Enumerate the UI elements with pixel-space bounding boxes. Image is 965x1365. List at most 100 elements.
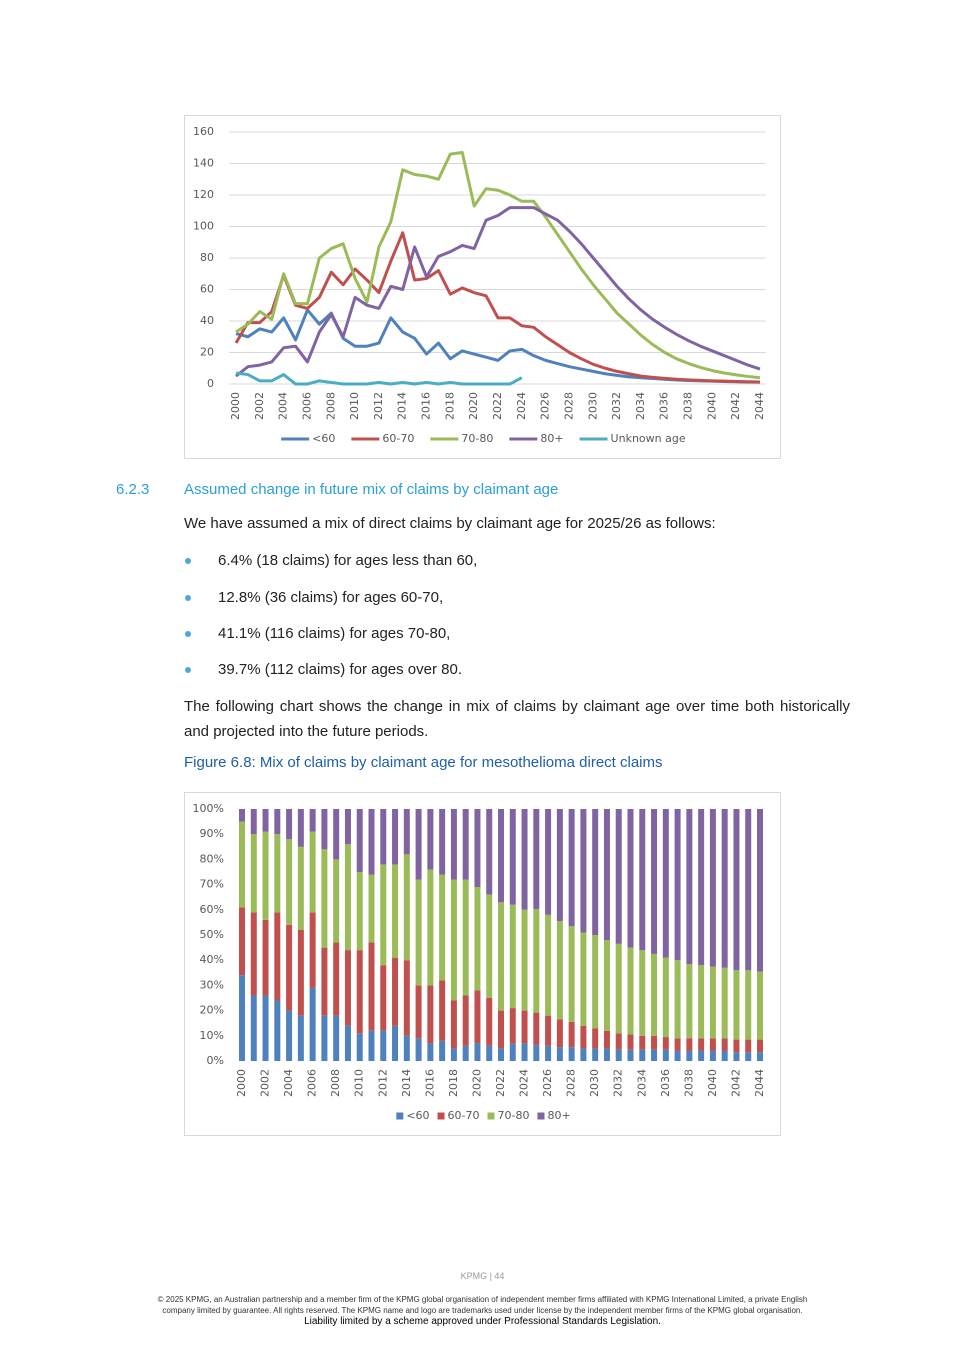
bar-segment — [615, 943, 622, 1034]
bar-segment — [592, 935, 599, 1029]
bar-segment — [368, 942, 375, 1031]
bar-segment — [474, 1043, 481, 1061]
bar-segment — [498, 902, 504, 1011]
bar-segment — [721, 1050, 728, 1061]
legend-label: 80+ — [540, 432, 563, 445]
bar-segment — [627, 947, 634, 1035]
bar-segment — [486, 894, 493, 998]
bullet-dot — [185, 558, 191, 564]
line — [234, 231, 761, 384]
legend-label: 60-70 — [382, 432, 414, 445]
bar-segment — [309, 987, 316, 1061]
bar-segment — [556, 1019, 563, 1048]
x-tick-label: 2012 — [372, 392, 385, 420]
bar-segment — [698, 1038, 705, 1051]
bar-segment — [450, 1000, 457, 1049]
bar-segment — [709, 966, 716, 1039]
x-tick-label: 2032 — [610, 392, 623, 420]
bar-segment — [580, 932, 587, 1026]
bar-segment — [533, 1044, 540, 1061]
y-tick-label: 100% — [193, 802, 224, 815]
bar-segment — [286, 924, 293, 1011]
section-heading: Assumed change in future mix of claims b… — [184, 481, 559, 498]
bar-segment — [651, 953, 658, 1036]
bar-segment — [603, 809, 610, 941]
bar-segment — [651, 809, 658, 954]
bar-segment — [380, 864, 387, 966]
x-tick-label: 2026 — [541, 1069, 554, 1097]
y-tick-label: 0 — [207, 377, 214, 390]
x-tick-label: 2036 — [659, 1069, 672, 1097]
bar-segment — [368, 874, 375, 943]
bar-segment — [733, 809, 740, 971]
bullet: 6.4% (18 claims) for ages less than 60, — [218, 552, 478, 569]
bar-segment — [333, 809, 340, 860]
x-tick-label: 2012 — [376, 1069, 389, 1097]
bar-segment — [745, 1052, 752, 1061]
bar-segment — [603, 940, 610, 1031]
bar-segment — [662, 1049, 669, 1061]
bar-segment — [568, 1021, 575, 1048]
x-tick-label: 2000 — [229, 392, 242, 420]
bar-segment — [439, 980, 446, 1041]
line — [235, 206, 761, 378]
bar-segment — [274, 834, 281, 913]
bar-segment — [568, 809, 575, 927]
bar-segment — [297, 929, 304, 1016]
x-tick-label: 2002 — [259, 1069, 272, 1097]
bar-segment — [333, 1015, 340, 1061]
x-tick-label: 2010 — [348, 392, 361, 420]
x-tick-label: 2022 — [491, 392, 504, 420]
bar-segment — [674, 809, 681, 961]
bar-segment — [733, 1039, 740, 1053]
bar-segment — [380, 1030, 387, 1061]
bar-segment — [533, 1012, 540, 1045]
bar-segment — [380, 965, 387, 1031]
bar-segment — [686, 1050, 693, 1061]
bar-segment — [392, 1025, 399, 1061]
bar-segment — [639, 950, 646, 1036]
bar-segment — [757, 1052, 763, 1061]
bar-segment — [592, 1048, 599, 1061]
bar-segment — [745, 970, 752, 1040]
legend-marker — [396, 1112, 404, 1120]
y-tick-label: 20 — [200, 346, 214, 359]
legend-marker — [487, 1112, 495, 1120]
bar-segment — [698, 1050, 705, 1061]
x-tick-label: 2036 — [658, 392, 671, 420]
x-tick-label: 2020 — [467, 392, 480, 420]
bar-segment — [662, 1037, 669, 1050]
stacked-bar-chart: 0% 10% 20% 30% 40% 50% 60% 70% 80% 90% 100% 2000 200… — [184, 792, 781, 1136]
x-tick-label: 2022 — [494, 1069, 507, 1097]
bar-segment — [427, 809, 434, 870]
bar-segment — [297, 809, 304, 847]
bullet-dot — [185, 631, 191, 637]
bar-segment — [745, 809, 752, 971]
y-tick-label: 30% — [200, 978, 224, 991]
x-tick-label: 2008 — [329, 1069, 342, 1097]
bar-segment — [674, 1038, 681, 1051]
y-tick-label: 60 — [200, 283, 214, 296]
x-tick-label: 2008 — [324, 392, 337, 420]
y-tick-label: 80% — [200, 852, 224, 865]
bar-segment — [450, 879, 457, 1001]
bar-segment — [250, 809, 257, 835]
bar-segment — [698, 965, 705, 1039]
y-tick-label: 60% — [200, 903, 224, 916]
y-tick-label: 40 — [200, 314, 214, 327]
x-tick-label: 2016 — [420, 392, 433, 420]
x-tick-label: 2028 — [565, 1069, 578, 1097]
y-tick-label: 120 — [193, 188, 214, 201]
bar-segment — [615, 1049, 622, 1061]
bar-segment — [439, 1040, 446, 1061]
bar-segment — [427, 985, 434, 1044]
x-tick-label: 2030 — [586, 392, 599, 420]
line — [235, 150, 761, 380]
bar-segment — [757, 971, 763, 1040]
copyright: company limited by guarantee. All rights… — [162, 1306, 803, 1315]
y-tick-label: 100 — [193, 220, 214, 233]
bar-segment — [651, 1035, 658, 1050]
bar-segment — [392, 809, 399, 865]
